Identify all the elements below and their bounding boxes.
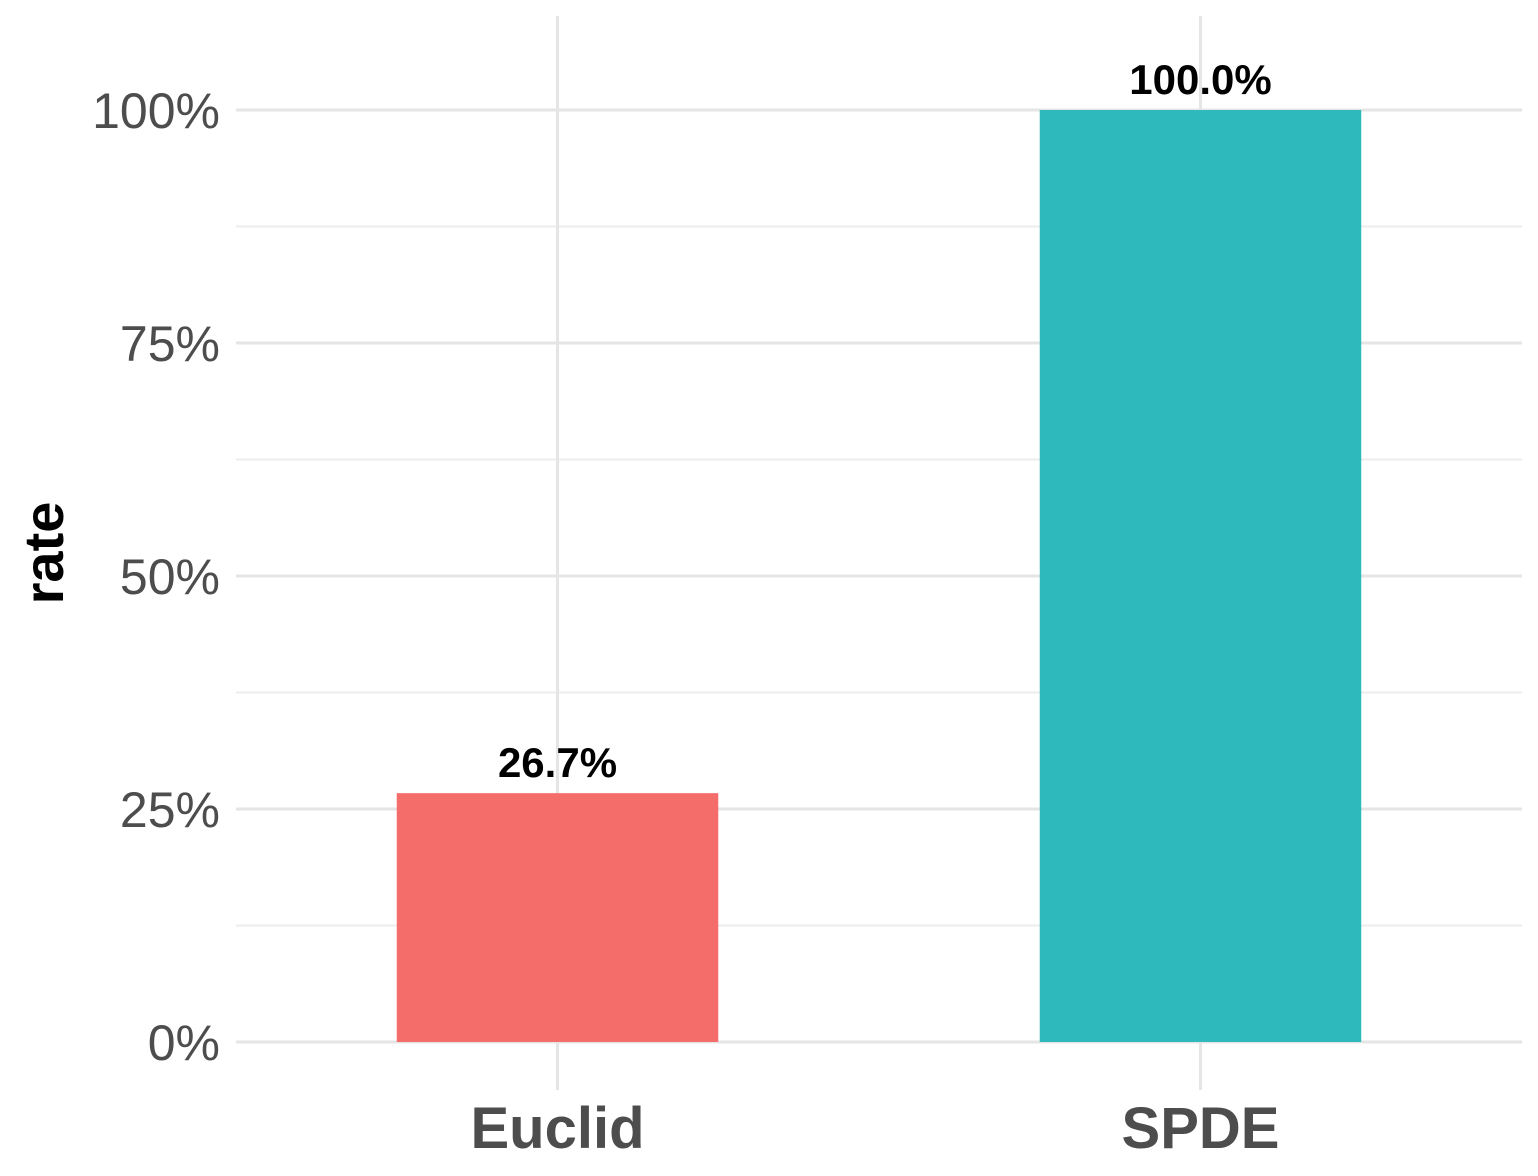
data-label-euclid: 26.7% bbox=[498, 739, 617, 786]
x-tick-label-spde: SPDE bbox=[1122, 1096, 1280, 1161]
y-tick-label: 50% bbox=[120, 549, 220, 605]
y-tick-label: 0% bbox=[148, 1015, 220, 1071]
bar-spde bbox=[1039, 110, 1362, 1042]
x-axis-ticks: Euclid SPDE bbox=[470, 1096, 1279, 1161]
bar-layer bbox=[396, 110, 1362, 1042]
y-axis-ticks: 0% 25% 50% 75% 100% bbox=[92, 83, 220, 1071]
y-tick-label: 75% bbox=[120, 316, 220, 372]
x-tick-label-euclid: Euclid bbox=[470, 1096, 644, 1161]
bar-euclid bbox=[396, 793, 719, 1042]
data-label-layer: 26.7% 100.0% bbox=[498, 56, 1272, 786]
data-label-spde: 100.0% bbox=[1129, 56, 1271, 103]
y-axis-title: rate bbox=[12, 502, 75, 605]
y-tick-label: 100% bbox=[92, 83, 220, 139]
y-tick-label: 25% bbox=[120, 782, 220, 838]
